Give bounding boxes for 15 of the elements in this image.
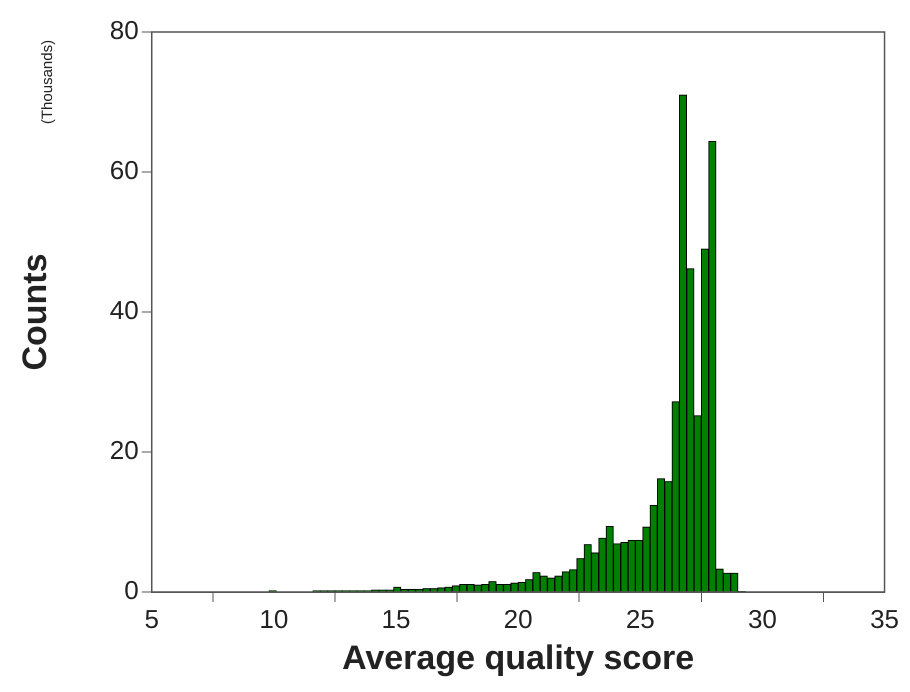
x-tick-label: 30 (748, 604, 777, 634)
x-tick-label: 15 (382, 604, 410, 634)
y-tick-label: 0 (124, 575, 139, 606)
y-tick-label: 40 (110, 295, 139, 326)
x-tick-label: 20 (504, 604, 533, 634)
y-tick-label: 20 (110, 435, 139, 466)
x-tick-label: 35 (870, 604, 899, 634)
text: (Thousands) (39, 40, 56, 124)
x-tick-label: 5 (144, 604, 159, 634)
x-tick-label: 25 (626, 604, 655, 634)
y-axis-title: Counts (16, 253, 54, 371)
y-tick-label: 80 (110, 15, 139, 46)
x-tick-label: 10 (259, 604, 288, 634)
y-tick-label: 60 (110, 155, 139, 186)
x-axis-title: Average quality score (342, 638, 694, 677)
